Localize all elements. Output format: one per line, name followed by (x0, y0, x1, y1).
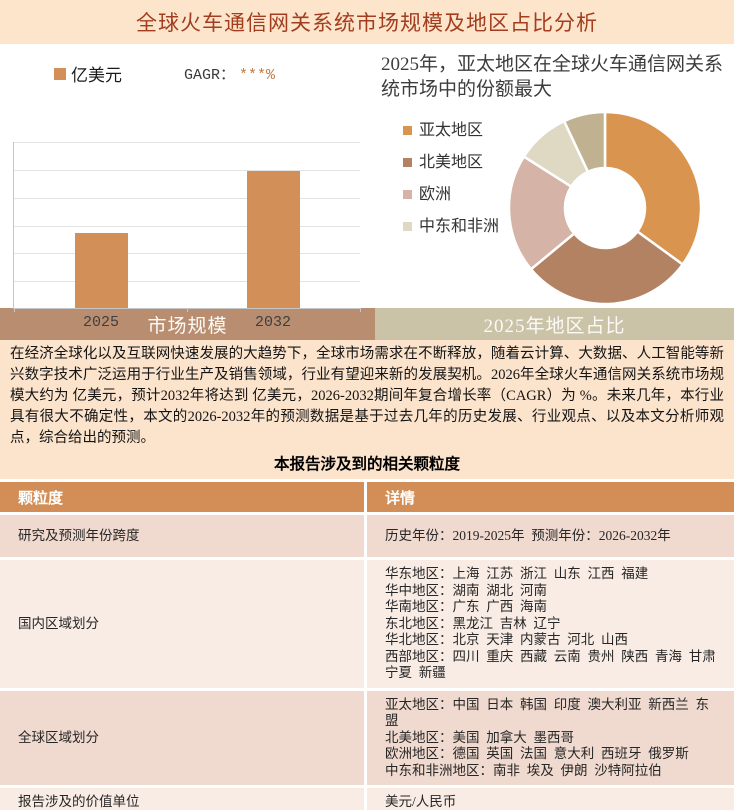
gridline (14, 197, 360, 199)
granularity-table-wrap: 颗粒度 详情 研究及预测年份跨度 历史年份：2019-2025年 预测年份：202… (0, 479, 734, 810)
detail-cell: 亚太地区：中国 日本 韩国 印度 澳大利亚 新西兰 东盟 北美地区：美国 加拿大… (367, 690, 734, 785)
granularity-cell: 国内区域划分 (0, 560, 367, 688)
donut-chart-panel: 2025年，亚太地区在全球火车通信网关系统市场中的份额最大 亚太地区北美地区欧洲… (375, 44, 734, 308)
legend-item: 欧洲 (403, 185, 503, 204)
gridline (14, 169, 360, 171)
bar-chart-legend: 亿美元 GAGR： ***% (54, 61, 367, 86)
bar-2032 (247, 171, 300, 308)
page-title: 全球火车通信网关系统市场规模及地区占比分析 (136, 11, 598, 35)
tab-market-size[interactable]: 市场规模 (0, 308, 375, 340)
bar-unit-label: 亿美元 (71, 66, 122, 85)
detail-cell: 美元/人民币 (367, 788, 734, 810)
donut-segment-亚太地区 (603, 110, 703, 267)
table-row: 全球区域划分 亚太地区：中国 日本 韩国 印度 澳大利亚 新西兰 东盟 北美地区：… (0, 690, 734, 785)
legend-swatch-icon (403, 126, 412, 135)
market-summary-paragraph: 在经济全球化以及互联网快速发展的大趋势下，全球市场需求在不断释放，随着云计算、大… (10, 346, 724, 446)
axis-tick (360, 308, 361, 312)
granularity-cell: 研究及预测年份跨度 (0, 515, 367, 557)
cagr-masked-value: ***% (239, 67, 276, 84)
granularity-cell: 全球区域划分 (0, 690, 367, 785)
bar-2025 (75, 233, 128, 308)
title-bar: 全球火车通信网关系统市场规模及地区占比分析 (0, 0, 734, 44)
legend-swatch-icon (403, 222, 412, 231)
donut-segment-北美地区 (529, 229, 685, 306)
column-header-detail: 详情 (367, 482, 734, 512)
bar-chart-panel: 亿美元 GAGR： ***% 2025 2032 (0, 44, 375, 331)
cagr-label: GAGR： ***% (184, 67, 276, 84)
legend-swatch-icon (54, 67, 66, 80)
donut-legend: 亚太地区北美地区欧洲中东和非洲 (403, 121, 503, 249)
legend-swatch-icon (403, 190, 412, 199)
legend-label: 欧洲 (419, 186, 452, 203)
charts-section: 亿美元 GAGR： ***% 2025 2032 2025年，亚太地区在全球火车通… (0, 44, 734, 331)
legend-item: 北美地区 (403, 153, 503, 172)
detail-cell: 历史年份：2019-2025年 预测年份：2026-2032年 (367, 515, 734, 557)
gridline (14, 142, 360, 143)
content-section: 在经济全球化以及互联网快速发展的大趋势下，全球市场需求在不断释放，随着云计算、大… (0, 340, 734, 810)
gridline (14, 281, 360, 283)
tab-region-share[interactable]: 2025年地区占比 (375, 308, 734, 340)
detail-cell: 华东地区：上海 江苏 浙江 山东 江西 福建 华中地区：湖南 湖北 河南 华南地… (367, 560, 734, 688)
axis-tick (14, 308, 15, 312)
legend-swatch-icon (403, 158, 412, 167)
table-row: 国内区域划分 华东地区：上海 江苏 浙江 山东 江西 福建 华中地区：湖南 湖北 … (0, 560, 734, 688)
gridline (14, 225, 360, 227)
bar-x-axis-labels: 2025 2032 (13, 314, 360, 336)
donut-segment-unlabeled (562, 110, 607, 174)
donut-segment-欧洲 (507, 154, 576, 271)
x-tick-label: 2025 (82, 314, 119, 331)
granularity-cell: 报告涉及的价值单位 (0, 788, 367, 810)
x-tick-label: 2032 (254, 314, 291, 331)
legend-label: 中东和非洲 (419, 218, 500, 235)
donut-chart-title: 2025年，亚太地区在全球火车通信网关系统市场中的份额最大 (381, 54, 724, 100)
legend-label: 北美地区 (419, 154, 484, 171)
table-heading: 本报告涉及到的相关颗粒度 (273, 456, 460, 473)
legend-item: 亚太地区 (403, 121, 503, 140)
bar-plot-area (13, 142, 361, 312)
section-tabs: 市场规模 2025年地区占比 (0, 308, 734, 340)
table-row: 报告涉及的价值单位 美元/人民币 (0, 788, 734, 810)
legend-label: 亚太地区 (419, 122, 484, 139)
granularity-table: 颗粒度 详情 研究及预测年份跨度 历史年份：2019-2025年 预测年份：202… (0, 479, 734, 810)
gridline (14, 253, 360, 255)
axis-tick (187, 308, 188, 312)
table-row: 研究及预测年份跨度 历史年份：2019-2025年 预测年份：2026-2032年 (0, 515, 734, 557)
column-header-granularity: 颗粒度 (0, 482, 367, 512)
donut-chart (507, 110, 703, 306)
table-header-row: 颗粒度 详情 (0, 482, 734, 512)
legend-item: 中东和非洲 (403, 217, 503, 236)
